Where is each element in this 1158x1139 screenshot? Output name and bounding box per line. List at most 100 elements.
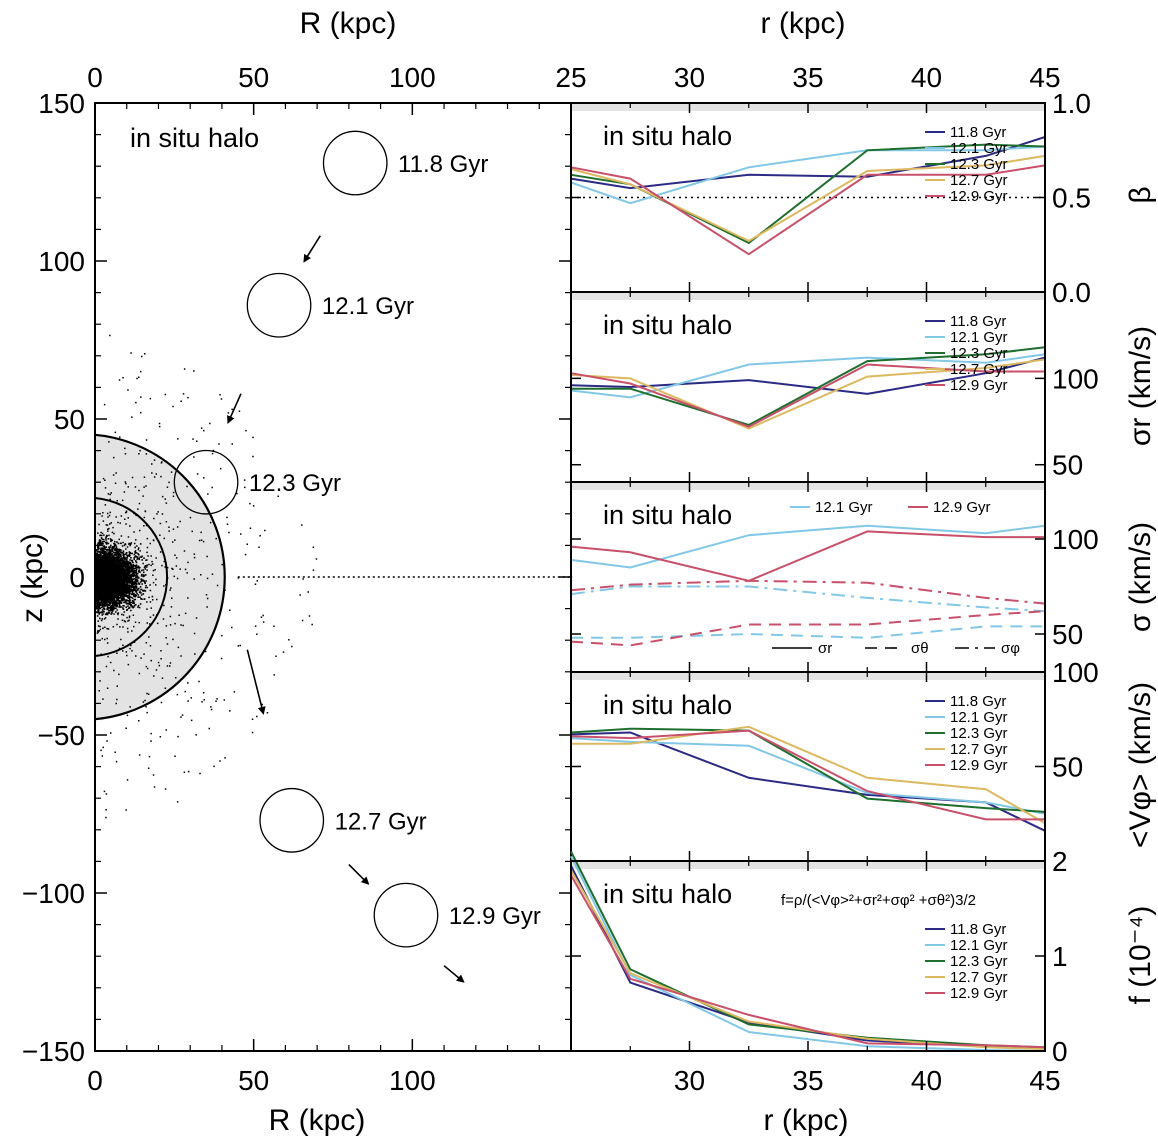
r-tick-label-top: 40 xyxy=(911,62,942,93)
left-y-axis-title: z (kpc) xyxy=(16,533,49,623)
right-x-axis-title-bottom: r (kpc) xyxy=(764,1104,849,1137)
y-tick-label: 100 xyxy=(1052,524,1099,555)
beta-axis-title: β xyxy=(1124,186,1157,203)
series-line xyxy=(570,363,1045,428)
orbit-arrow xyxy=(246,649,266,715)
left-x-axis-title-bottom: R (kpc) xyxy=(269,1104,366,1137)
right-x-axis-title-top: r (kpc) xyxy=(761,7,846,40)
legend-label: 12.9 Gyr xyxy=(950,985,1008,1002)
left-panel: 11.8 Gyr 12.1 Gyr 12.3 Gyr 12.7 Gyr 12.9 Gyr… xyxy=(16,7,572,1137)
y-tick-label: 0 xyxy=(1052,1036,1068,1067)
panel-label: in situ halo xyxy=(603,500,732,530)
series-line xyxy=(570,737,1046,815)
beta-axis-title-text: β xyxy=(1124,186,1157,203)
series-line xyxy=(570,358,1046,430)
f-axis-title: f (10⁻⁴) xyxy=(1124,906,1157,1005)
satellite-circle xyxy=(173,449,239,515)
r-tick-label-top: 45 xyxy=(1029,62,1060,93)
series-line xyxy=(570,610,1046,647)
satellite-circle xyxy=(259,787,325,853)
series-lines xyxy=(570,725,1046,832)
r-tick-label-top: 30 xyxy=(674,62,705,93)
satellite-label: 12.3 Gyr xyxy=(249,470,341,497)
sigma-r-axis-title-text: σr (km/s) xyxy=(1124,326,1157,446)
series-line xyxy=(570,164,1046,256)
orbit-arrow xyxy=(227,393,242,424)
r-tick-label-bottom: 45 xyxy=(1029,1065,1060,1096)
r-tick-label-bottom: 40 xyxy=(911,1065,942,1096)
outer-shell-boundary xyxy=(94,433,226,721)
series-line xyxy=(571,346,1046,427)
legend-label: 12.7 Gyr xyxy=(950,741,1008,758)
legend-label: 12.3 Gyr xyxy=(950,345,1008,362)
legend-label: 11.8 Gyr xyxy=(950,921,1006,938)
series-line xyxy=(570,727,1046,813)
y-tick-label: 50 xyxy=(1052,450,1083,481)
panel-label: in situ halo xyxy=(603,121,732,151)
series-line xyxy=(570,353,1046,399)
y-tick-label: −150 xyxy=(22,1036,85,1067)
series-line xyxy=(570,145,1046,205)
style-legend-label: σθ xyxy=(911,640,929,657)
f-axis-title-text: f (10⁻⁴) xyxy=(1124,906,1157,1005)
legend-label: 12.9 Gyr xyxy=(950,377,1008,394)
y-tick-label: 1 xyxy=(1052,941,1068,972)
orbit-arrow xyxy=(303,235,321,263)
series-line xyxy=(570,585,1046,613)
legend-label: 12.1 Gyr xyxy=(950,140,1008,157)
orbit-arrow xyxy=(443,965,465,983)
y-tick-label: 150 xyxy=(38,88,85,119)
y-tick-label: −50 xyxy=(38,720,86,751)
satellite-circle xyxy=(373,882,439,948)
outer-shell-fill xyxy=(95,434,225,720)
y-tick-label: 50 xyxy=(1052,619,1083,650)
left-panel-plot-area: 11.8 Gyr 12.1 Gyr 12.3 Gyr 12.7 Gyr 12.9 Gyr xyxy=(94,130,541,983)
x-tick-label-bottom: 0 xyxy=(87,1065,103,1096)
y-tick-label: −100 xyxy=(22,878,85,909)
legend-label: 12.7 Gyr xyxy=(950,361,1008,378)
legend-label: 12.3 Gyr xyxy=(950,725,1008,742)
series-line xyxy=(570,874,1046,1049)
satellite-label: 12.1 Gyr xyxy=(322,293,414,320)
satellite-label: 12.7 Gyr xyxy=(335,808,427,835)
x-tick-label-bottom: 50 xyxy=(238,1065,269,1096)
y-tick-label: 100 xyxy=(1052,363,1099,394)
series-line xyxy=(571,725,1046,825)
y-tick-label: 2 xyxy=(1052,846,1068,877)
r-tick-label-bottom: 35 xyxy=(792,1065,823,1096)
legend-label: 12.9 Gyr xyxy=(950,757,1008,774)
series-line xyxy=(570,136,1046,190)
legend-label: 12.7 Gyr xyxy=(950,172,1008,189)
r-tick-label-top: 35 xyxy=(792,62,823,93)
left-x-axis-title-top: R (kpc) xyxy=(300,7,397,40)
legend-label: 12.9 Gyr xyxy=(950,188,1008,205)
satellite-circle xyxy=(246,272,312,338)
sigma-axis-title-text: σ (km/s) xyxy=(1124,522,1157,632)
legend-label: 12.1 Gyr xyxy=(950,709,1008,726)
legend-label: 12.3 Gyr xyxy=(950,156,1008,173)
satellite-label: 12.9 Gyr xyxy=(449,903,541,930)
legend-label: 11.8 Gyr xyxy=(950,693,1006,710)
legend-label: 11.8 Gyr xyxy=(950,313,1006,330)
left-panel-label: in situ halo xyxy=(130,123,259,153)
y-tick-label: 100 xyxy=(38,246,85,277)
left-panel-axes: 0 0 50 50 100 100 150 100 50 0 −50 −100 −150 xyxy=(22,62,571,1096)
style-legend-label: σr xyxy=(818,640,832,657)
satellite-label: 11.8 Gyr xyxy=(398,151,488,178)
y-tick-label: 0 xyxy=(69,562,85,593)
x-tick-label-bottom: 100 xyxy=(389,1065,436,1096)
f-formula: f=ρ/(<Vφ>²+σr²+σφ² +σθ²)3/2 xyxy=(781,892,976,909)
panel-label: in situ halo xyxy=(603,690,732,720)
sigma-r-axis-title: σr (km/s) xyxy=(1124,326,1157,446)
panel-label: in situ halo xyxy=(603,310,732,340)
legend-label: 12.9 Gyr xyxy=(933,499,991,516)
y-tick-label: 50 xyxy=(1052,752,1083,783)
legend-label: 12.1 Gyr xyxy=(815,499,873,516)
legend-label: 12.7 Gyr xyxy=(950,969,1008,986)
inner-shell-boundary xyxy=(94,497,169,657)
orbit-arrow xyxy=(348,863,370,885)
